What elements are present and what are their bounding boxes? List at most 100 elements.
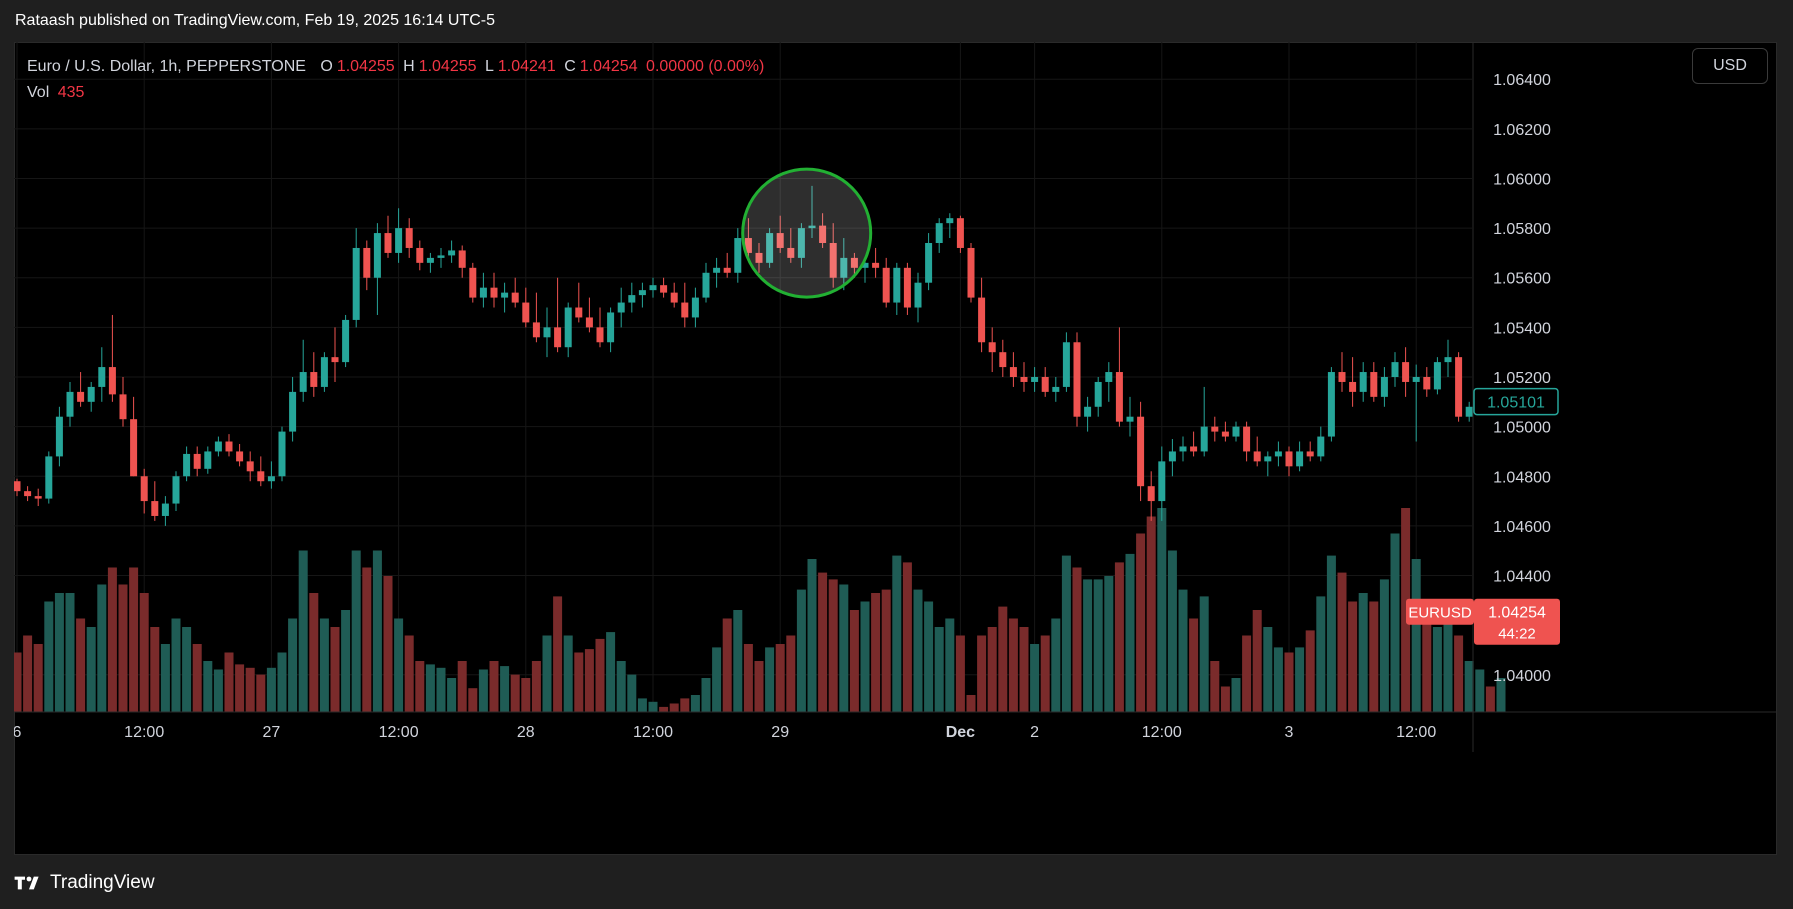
candle-body <box>469 267 477 298</box>
volume-bar <box>1305 630 1315 712</box>
candle-body <box>405 228 413 248</box>
candle <box>395 208 403 263</box>
volume-bar <box>542 635 552 712</box>
candle <box>1232 421 1240 442</box>
tradingview-footer[interactable]: TradingView <box>14 872 155 894</box>
volume-bar <box>924 601 934 712</box>
candle-body <box>320 357 328 387</box>
candle-body <box>628 295 636 303</box>
candle-body <box>935 223 943 243</box>
volume-bar <box>627 674 637 712</box>
current-price-label: 1.04254 <box>1488 605 1546 622</box>
candle-body <box>1433 362 1441 390</box>
candle <box>267 461 275 489</box>
x-tick-label: 27 <box>263 724 281 741</box>
candle-body <box>395 228 403 253</box>
candle-body <box>289 391 297 432</box>
candle <box>1105 362 1113 402</box>
candle-body <box>236 451 244 462</box>
candlestick-chart[interactable]: 1.06400 1.06200 1.06000 1.05800 1.05600 1.054… <box>14 42 1777 855</box>
candle-body <box>1264 456 1272 462</box>
volume-bar <box>796 589 806 712</box>
candle-body <box>310 372 318 387</box>
volume-bar <box>1199 596 1209 712</box>
volume-bar <box>14 652 22 712</box>
candle-body <box>1126 416 1134 422</box>
candle-body <box>98 367 106 387</box>
candle-body <box>1052 386 1060 392</box>
candle-body <box>1455 357 1463 417</box>
volume-bar <box>690 695 700 712</box>
candle-body <box>1062 342 1070 387</box>
candle-body <box>342 319 350 363</box>
volume-bar <box>1008 618 1018 712</box>
volume-bar <box>1284 652 1294 712</box>
volume-bar <box>447 678 457 712</box>
candle <box>426 252 434 273</box>
candle <box>1073 332 1081 427</box>
chart-pane[interactable] <box>14 42 1777 855</box>
volume-bar <box>1454 635 1464 712</box>
candle-body <box>331 357 339 363</box>
candle-body <box>204 451 212 469</box>
candle <box>363 240 371 291</box>
candle <box>744 218 752 258</box>
highlight-annotation <box>741 167 873 299</box>
candle-body <box>808 225 816 229</box>
candle <box>384 215 392 258</box>
candle <box>437 247 445 268</box>
candle-body <box>1253 451 1261 462</box>
candle-body <box>723 267 731 273</box>
current-price-box <box>1474 598 1560 645</box>
volume-bar <box>1369 601 1379 712</box>
candle <box>1179 436 1187 462</box>
volume-bar <box>998 606 1008 712</box>
symbol-tag-box <box>1406 598 1474 625</box>
candle <box>77 372 85 407</box>
volume-bar <box>595 638 605 712</box>
candle-body <box>967 247 975 298</box>
y-tick-label: 1.05400 <box>1493 320 1551 337</box>
candle <box>151 481 159 521</box>
volume-bar <box>425 664 435 712</box>
tradingview-logo-icon <box>14 876 39 890</box>
candle-body <box>988 342 996 353</box>
candle <box>246 451 254 482</box>
candle-body <box>755 252 763 263</box>
volume-bar <box>436 667 446 712</box>
volume-bar <box>1136 533 1146 712</box>
candle <box>331 327 339 382</box>
y-tick-label: 1.06400 <box>1493 72 1551 89</box>
candle-body <box>373 233 381 278</box>
candle <box>1433 357 1441 395</box>
x-tick-label: 12:00 <box>633 724 673 741</box>
volume-bar <box>955 635 965 712</box>
volume-bar <box>203 661 213 712</box>
candle-body <box>744 238 752 253</box>
candle <box>808 185 816 239</box>
candle <box>840 238 848 291</box>
candle-body <box>1306 451 1314 457</box>
candle <box>479 272 487 308</box>
volume-bar <box>765 647 775 712</box>
candle <box>320 352 328 392</box>
candle <box>829 223 837 288</box>
candle-body <box>490 287 498 298</box>
candle-body <box>978 297 986 343</box>
volume-bar <box>934 627 944 712</box>
y-tick-label: 1.05800 <box>1493 221 1551 238</box>
volume-bar <box>457 661 467 712</box>
candle <box>872 247 880 278</box>
volume-bar <box>871 593 881 712</box>
candle-body <box>1412 377 1420 382</box>
candle <box>511 277 519 308</box>
volume-bar <box>1496 678 1506 712</box>
candle <box>607 307 615 353</box>
candle-body <box>1137 416 1145 487</box>
candle <box>257 456 265 487</box>
candle <box>1041 367 1049 397</box>
volume-bar <box>341 610 351 712</box>
volume-bar <box>65 593 75 712</box>
currency-button[interactable]: USD <box>1692 48 1768 84</box>
candle <box>1264 451 1272 477</box>
